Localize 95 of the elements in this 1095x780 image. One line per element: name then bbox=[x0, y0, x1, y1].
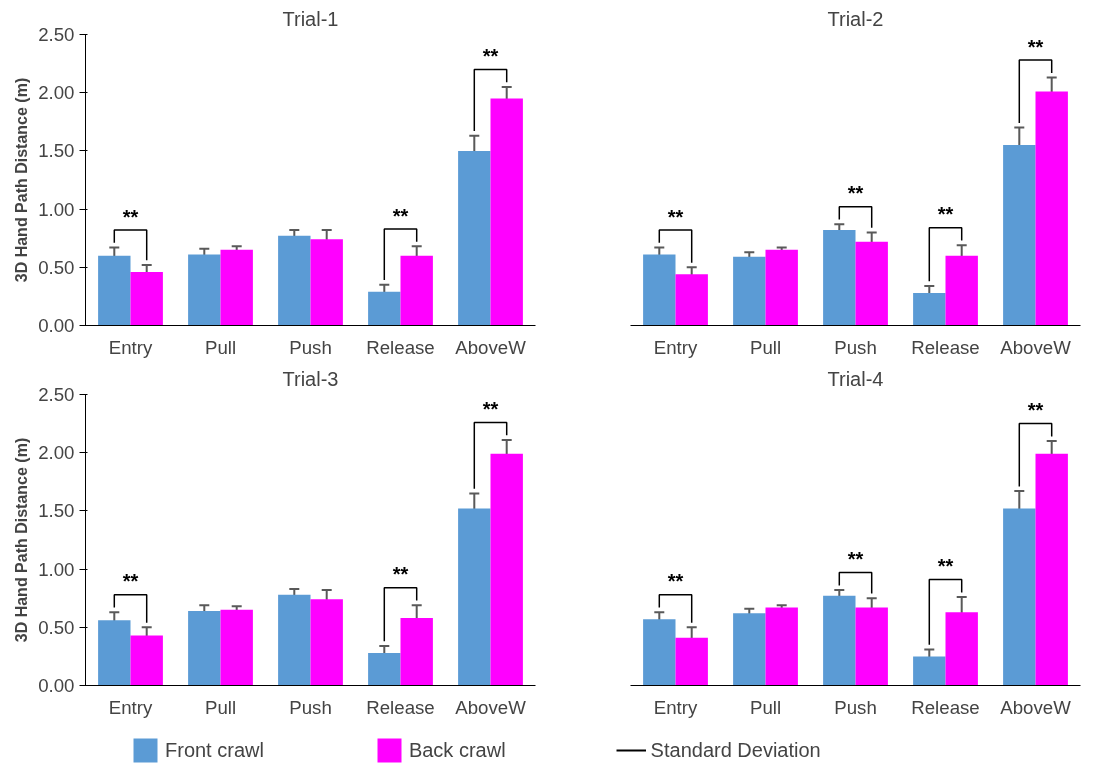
x-tick-label: Push bbox=[289, 336, 332, 358]
x-tick-label: Entry bbox=[653, 696, 698, 718]
y-tick-label: 0.50 bbox=[38, 616, 75, 638]
annotation: ** bbox=[667, 205, 684, 228]
y-tick-label: 2.00 bbox=[38, 442, 75, 464]
bar bbox=[368, 652, 401, 686]
bar bbox=[220, 249, 253, 326]
x-tick-label: Release bbox=[911, 696, 980, 718]
annotation: ** bbox=[482, 45, 499, 68]
annotation: ** bbox=[392, 204, 409, 227]
y-tick-label: 2.00 bbox=[38, 82, 75, 104]
y-tick-label: 1.50 bbox=[38, 140, 75, 162]
bar bbox=[400, 617, 433, 686]
y-tick-label: 0.00 bbox=[38, 315, 75, 336]
bar bbox=[368, 291, 401, 326]
bar bbox=[823, 230, 856, 326]
bar bbox=[98, 255, 131, 326]
bar bbox=[130, 635, 163, 686]
bar bbox=[490, 453, 523, 686]
x-tick-label: Push bbox=[289, 696, 332, 718]
x-tick-label: Pull bbox=[749, 696, 782, 718]
chart-title: Trial-3 bbox=[282, 367, 339, 390]
bar bbox=[278, 594, 311, 686]
bar bbox=[98, 620, 131, 686]
y-tick-label: 2.50 bbox=[38, 384, 75, 405]
x-tick-label: Entry bbox=[108, 336, 153, 358]
bar bbox=[490, 98, 523, 326]
annotation: ** bbox=[1027, 399, 1044, 422]
bar bbox=[310, 599, 343, 686]
annotation: ** bbox=[1027, 35, 1044, 58]
x-tick-label: Pull bbox=[204, 696, 237, 718]
x-tick-label: Pull bbox=[749, 336, 782, 358]
bar bbox=[310, 239, 343, 326]
y-tick-label: 1.00 bbox=[38, 198, 75, 220]
x-tick-label: AboveW bbox=[1000, 696, 1072, 718]
y-tick-label: 0.00 bbox=[38, 675, 75, 696]
annotation: ** bbox=[847, 548, 864, 571]
bar bbox=[675, 274, 708, 326]
x-tick-label: AboveW bbox=[455, 336, 527, 358]
bar bbox=[733, 256, 766, 326]
bar bbox=[400, 255, 433, 326]
x-tick-label: Entry bbox=[108, 696, 153, 718]
bar bbox=[188, 254, 221, 326]
chart-title: Trial-4 bbox=[827, 367, 884, 390]
y-axis-title: 3D Hand Path Distance (m) bbox=[13, 77, 31, 283]
text: Standard Deviation bbox=[650, 738, 821, 762]
y-axis-title: 3D Hand Path Distance (m) bbox=[13, 437, 31, 643]
bar bbox=[913, 656, 946, 686]
bar bbox=[643, 254, 676, 326]
bar bbox=[1003, 145, 1036, 326]
bar bbox=[458, 150, 491, 326]
legend-label: Front crawl bbox=[165, 738, 264, 762]
x-tick-label: Push bbox=[834, 696, 877, 718]
bar bbox=[733, 613, 766, 686]
y-tick-label: 0.50 bbox=[38, 256, 75, 278]
bar bbox=[855, 607, 888, 686]
annotation: ** bbox=[847, 182, 864, 205]
annotation: ** bbox=[937, 203, 954, 226]
x-tick-label: Release bbox=[911, 336, 980, 358]
x-tick-label: Release bbox=[366, 336, 435, 358]
x-tick-label: AboveW bbox=[455, 696, 527, 718]
annotation: ** bbox=[937, 555, 954, 578]
bar bbox=[1035, 453, 1068, 686]
x-tick-label: Entry bbox=[653, 336, 698, 358]
y-tick-label: 2.50 bbox=[38, 24, 75, 45]
annotation: ** bbox=[122, 570, 139, 593]
annotation: ** bbox=[482, 398, 499, 421]
chart-title: Trial-1 bbox=[282, 7, 339, 30]
bar bbox=[130, 271, 163, 326]
annotation: ** bbox=[392, 563, 409, 586]
chart-title: Trial-2 bbox=[827, 7, 884, 30]
x-tick-label: Push bbox=[834, 336, 877, 358]
bar bbox=[458, 508, 491, 686]
bar bbox=[945, 255, 978, 326]
x-tick-label: Release bbox=[366, 696, 435, 718]
bar bbox=[913, 292, 946, 326]
bar bbox=[765, 249, 798, 326]
annotation: ** bbox=[667, 570, 684, 593]
bar bbox=[945, 612, 978, 686]
y-tick-label: 1.50 bbox=[38, 500, 75, 522]
bar bbox=[278, 235, 311, 326]
bar bbox=[643, 619, 676, 686]
bar bbox=[1035, 91, 1068, 326]
bar bbox=[188, 611, 221, 686]
bar bbox=[823, 595, 856, 686]
bar bbox=[220, 609, 253, 686]
x-tick-label: Pull bbox=[204, 336, 237, 358]
y-tick-label: 1.00 bbox=[38, 558, 75, 580]
legend-label: Back crawl bbox=[408, 738, 506, 762]
bar bbox=[855, 241, 888, 326]
bar bbox=[765, 607, 798, 686]
annotation: ** bbox=[122, 205, 139, 228]
bar bbox=[1003, 508, 1036, 686]
bar bbox=[675, 637, 708, 686]
x-tick-label: AboveW bbox=[1000, 336, 1072, 358]
